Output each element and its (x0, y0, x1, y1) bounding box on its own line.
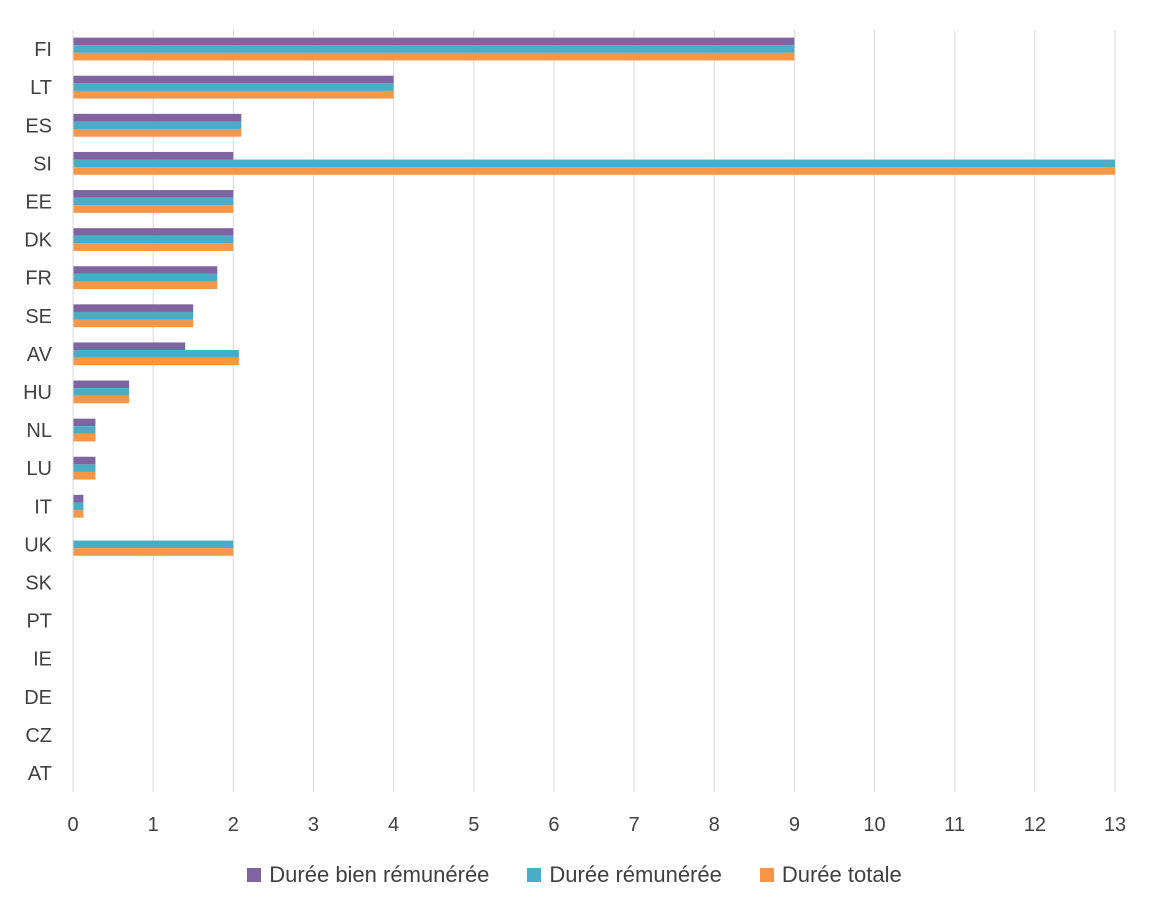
y-tick-label-lt: LT (30, 77, 52, 99)
x-tick-label-8: 8 (709, 814, 720, 836)
bar-av-series-0 (73, 342, 185, 350)
x-tick-label-12: 12 (1024, 814, 1046, 836)
y-tick-label-hu: HU (23, 382, 52, 404)
legend-label-2: Durée totale (782, 862, 902, 888)
y-tick-label-fi: FI (34, 39, 52, 61)
y-tick-label-ee: EE (25, 191, 52, 213)
y-tick-label-nl: NL (26, 420, 52, 442)
bar-ee-series-2 (73, 205, 233, 213)
y-tick-label-cz: CZ (25, 725, 52, 747)
bar-dk-series-0 (73, 228, 233, 236)
x-tick-label-5: 5 (468, 814, 479, 836)
bar-hu-series-2 (73, 396, 129, 404)
bar-lt-series-2 (73, 91, 394, 99)
bar-nl-series-0 (73, 419, 95, 427)
bar-fr-series-2 (73, 281, 217, 289)
legend-label-0: Durée bien rémunérée (269, 862, 489, 888)
x-tick-label-0: 0 (67, 814, 78, 836)
bar-es-series-2 (73, 129, 241, 137)
y-tick-label-av: AV (27, 344, 53, 366)
x-tick-label-6: 6 (548, 814, 559, 836)
y-tick-label-uk: UK (24, 534, 52, 556)
bar-es-series-0 (73, 114, 241, 122)
y-tick-label-fr: FR (25, 268, 52, 290)
bar-es-series-1 (73, 121, 241, 129)
bar-ee-series-0 (73, 190, 233, 198)
bar-it-series-2 (73, 510, 83, 518)
bar-fi-series-1 (73, 45, 794, 53)
x-tick-label-2: 2 (228, 814, 239, 836)
x-tick-label-4: 4 (388, 814, 399, 836)
legend: Durée bien rémunérée Durée rémunérée Dur… (0, 862, 1149, 888)
legend-swatch-1 (527, 868, 541, 882)
bar-lt-series-0 (73, 76, 394, 84)
bar-si-series-0 (73, 152, 233, 160)
bar-nl-series-1 (73, 426, 95, 434)
bar-av-series-1 (73, 350, 239, 358)
bar-it-series-1 (73, 502, 83, 510)
x-tick-label-13: 13 (1104, 814, 1126, 836)
bar-lu-series-2 (73, 472, 95, 480)
y-tick-label-pt: PT (26, 611, 52, 633)
bar-se-series-0 (73, 304, 193, 312)
y-tick-label-dk: DK (24, 230, 52, 252)
x-tick-label-1: 1 (148, 814, 159, 836)
legend-swatch-0 (247, 868, 261, 882)
bar-nl-series-2 (73, 434, 95, 442)
bar-lu-series-1 (73, 464, 95, 472)
bar-hu-series-1 (73, 388, 129, 396)
y-tick-label-ie: IE (33, 649, 52, 671)
bar-se-series-2 (73, 320, 193, 328)
y-tick-label-si: SI (33, 153, 52, 175)
legend-label-1: Durée rémunérée (549, 862, 721, 888)
bar-hu-series-0 (73, 381, 129, 389)
y-tick-label-se: SE (25, 306, 52, 328)
y-tick-label-es: ES (25, 115, 52, 137)
bar-fr-series-1 (73, 274, 217, 282)
bar-lu-series-0 (73, 457, 95, 465)
x-tick-label-9: 9 (789, 814, 800, 836)
y-tick-label-de: DE (24, 687, 52, 709)
y-tick-label-lu: LU (26, 458, 52, 480)
bar-fr-series-0 (73, 266, 217, 274)
bar-av-series-2 (73, 358, 239, 366)
bar-si-series-1 (73, 160, 1115, 168)
bar-fi-series-2 (73, 53, 794, 61)
y-tick-label-at: AT (28, 763, 52, 785)
bar-lt-series-1 (73, 83, 394, 91)
x-tick-label-7: 7 (629, 814, 640, 836)
legend-item-0: Durée bien rémunérée (247, 862, 489, 888)
bar-si-series-2 (73, 167, 1115, 175)
bar-dk-series-1 (73, 236, 233, 244)
bar-uk-series-2 (73, 548, 233, 556)
x-tick-label-11: 11 (944, 814, 965, 836)
legend-item-1: Durée rémunérée (527, 862, 721, 888)
bar-ee-series-1 (73, 198, 233, 206)
bar-chart: FI LT ES SI EE DK FR SE AV HU NL LU IT UK SK PT IE DE CZ AT… (0, 0, 1149, 850)
x-tick-label-10: 10 (863, 814, 885, 836)
legend-item-2: Durée totale (760, 862, 902, 888)
x-tick-label-3: 3 (308, 814, 319, 836)
legend-swatch-2 (760, 868, 774, 882)
y-tick-label-it: IT (34, 496, 52, 518)
bar-fi-series-0 (73, 38, 794, 46)
bar-it-series-0 (73, 495, 83, 503)
bar-se-series-1 (73, 312, 193, 320)
bar-uk-series-1 (73, 541, 233, 549)
bar-dk-series-2 (73, 243, 233, 251)
y-tick-label-sk: SK (25, 572, 52, 594)
